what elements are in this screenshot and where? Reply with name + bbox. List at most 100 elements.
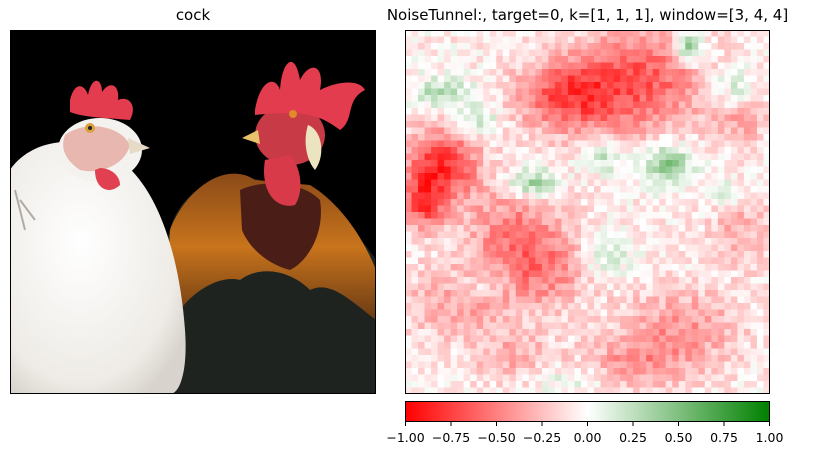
heatmap-cell xyxy=(457,88,465,96)
heatmap-cell xyxy=(463,199,471,206)
heatmap-cell xyxy=(737,192,745,200)
heatmap-cell xyxy=(691,335,699,343)
heatmap-cell xyxy=(470,36,478,44)
heatmap-cell xyxy=(450,199,458,206)
heatmap-cell xyxy=(574,82,582,89)
heatmap-cell xyxy=(418,342,425,349)
heatmap-cell xyxy=(613,147,621,154)
heatmap-cell xyxy=(554,140,562,148)
heatmap-cell xyxy=(561,238,569,245)
heatmap-cell xyxy=(594,205,601,213)
heatmap-cell xyxy=(756,251,764,258)
heatmap-cell xyxy=(561,30,569,37)
heatmap-cell xyxy=(665,296,673,304)
heatmap-cell xyxy=(411,160,419,167)
heatmap-cell xyxy=(437,290,445,297)
heatmap-cell xyxy=(698,153,706,161)
heatmap-cell xyxy=(737,225,745,232)
heatmap-cell xyxy=(600,303,608,310)
heatmap-cell xyxy=(600,166,608,174)
heatmap-cell xyxy=(672,186,680,193)
heatmap-cell xyxy=(541,387,549,394)
heatmap-cell xyxy=(763,43,770,50)
heatmap-cell xyxy=(489,238,497,245)
heatmap-cell xyxy=(633,88,641,96)
heatmap-cell xyxy=(587,212,595,219)
heatmap-cell xyxy=(515,43,523,50)
heatmap-cell xyxy=(580,199,588,206)
heatmap-cell xyxy=(737,88,745,96)
heatmap-cell xyxy=(665,108,673,115)
heatmap-cell xyxy=(698,309,706,317)
heatmap-cell xyxy=(646,361,654,369)
heatmap-cell xyxy=(411,290,419,297)
heatmap-cell xyxy=(424,231,432,239)
heatmap-cell xyxy=(652,270,660,278)
heatmap-cell xyxy=(548,238,556,245)
heatmap-cell xyxy=(437,56,445,63)
heatmap-cell xyxy=(496,36,504,44)
heatmap-cell xyxy=(685,348,693,356)
heatmap-cell xyxy=(522,30,530,37)
heatmap-cell xyxy=(515,303,523,310)
heatmap-cell xyxy=(574,238,582,245)
heatmap-cell xyxy=(587,348,595,356)
heatmap-cell xyxy=(476,49,484,57)
heatmap-cell xyxy=(678,82,686,89)
heatmap-cell xyxy=(698,199,706,206)
heatmap-cell xyxy=(470,108,478,115)
heatmap-cell xyxy=(691,381,699,388)
heatmap-cell xyxy=(502,108,510,115)
heatmap-cell xyxy=(659,49,667,57)
heatmap-cell xyxy=(528,257,536,265)
heatmap-cell xyxy=(730,205,738,213)
heatmap-cell xyxy=(724,342,732,349)
heatmap-cell xyxy=(737,173,745,180)
heatmap-cell xyxy=(522,43,530,50)
heatmap-cell xyxy=(607,36,614,44)
heatmap-cell xyxy=(763,69,770,76)
heatmap-cell xyxy=(600,43,608,50)
heatmap-cell xyxy=(470,355,478,362)
heatmap-cell xyxy=(730,43,738,50)
heatmap-cell xyxy=(528,43,536,50)
heatmap-cell xyxy=(509,153,517,161)
heatmap-cell xyxy=(528,101,536,109)
heatmap-cell xyxy=(659,355,667,362)
heatmap-cell xyxy=(502,231,510,239)
heatmap-cell xyxy=(567,179,575,187)
heatmap-cell xyxy=(620,290,628,297)
heatmap-cell xyxy=(489,56,497,63)
heatmap-cell xyxy=(502,264,510,271)
heatmap-cell xyxy=(522,283,530,291)
heatmap-cell xyxy=(750,257,758,265)
heatmap-cell xyxy=(502,179,510,187)
heatmap-cell xyxy=(437,329,445,336)
heatmap-cell xyxy=(659,342,667,349)
heatmap-cell xyxy=(711,225,719,232)
heatmap-cell xyxy=(411,270,419,278)
heatmap-cell xyxy=(502,348,510,356)
heatmap-cell xyxy=(548,296,556,304)
heatmap-cell xyxy=(672,277,680,284)
heatmap-cell xyxy=(750,303,758,310)
heatmap-cell xyxy=(737,374,745,382)
heatmap-cell xyxy=(476,69,484,76)
heatmap-cell xyxy=(646,218,654,226)
heatmap-cell xyxy=(580,95,588,102)
heatmap-cell xyxy=(665,30,673,37)
heatmap-cell xyxy=(691,257,699,265)
heatmap-cell xyxy=(730,381,738,388)
heatmap-cell xyxy=(704,374,712,382)
heatmap-cell xyxy=(737,335,745,343)
heatmap-cell xyxy=(711,244,719,252)
heatmap-cell xyxy=(548,329,556,336)
heatmap-cell xyxy=(522,186,530,193)
heatmap-cell xyxy=(639,166,647,174)
heatmap-cell xyxy=(444,30,452,37)
heatmap-cell xyxy=(457,277,465,284)
heatmap-cell xyxy=(750,173,758,180)
heatmap-cell xyxy=(672,231,680,239)
heatmap-cell xyxy=(444,361,452,369)
heatmap-cell xyxy=(411,56,419,63)
